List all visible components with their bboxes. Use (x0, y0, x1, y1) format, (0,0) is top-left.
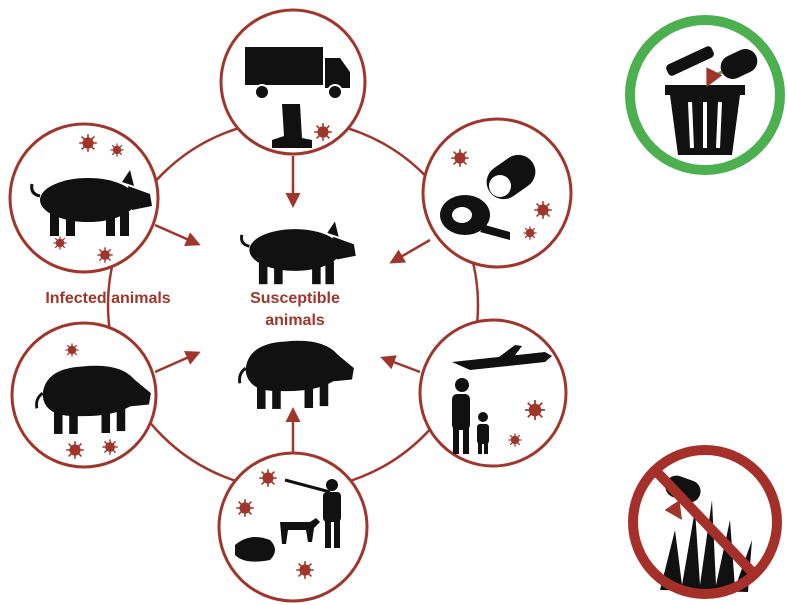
virus-icon (102, 439, 117, 454)
boar-icon (240, 341, 354, 409)
virus-icon (296, 561, 314, 579)
virus-icon (79, 134, 97, 152)
pig-icon (241, 222, 355, 285)
virus-icon (534, 201, 552, 219)
virus-icon (259, 469, 277, 487)
arrow (392, 240, 430, 262)
virus-icon (525, 400, 545, 420)
virus-icon (97, 247, 112, 262)
no-dumping-sign (633, 450, 777, 594)
susceptible-label: Susceptible animals (230, 288, 360, 332)
page: Infected animals Susceptible animals (()… (0, 0, 787, 605)
infected-label: Infected animals (18, 288, 198, 310)
virus-icon (314, 123, 332, 141)
virus-icon (53, 236, 66, 249)
virus-icon (65, 343, 78, 356)
virus-icon (508, 433, 521, 446)
arrow (383, 358, 420, 372)
virus-icon (236, 499, 254, 517)
virus-icon (110, 143, 123, 156)
virus-icon (66, 441, 84, 459)
arrow (155, 225, 198, 244)
arrow (155, 353, 198, 372)
virus-icon (451, 149, 469, 167)
virus-icon (523, 226, 536, 239)
travel-circle (420, 320, 566, 466)
dispose-sign (630, 20, 780, 170)
